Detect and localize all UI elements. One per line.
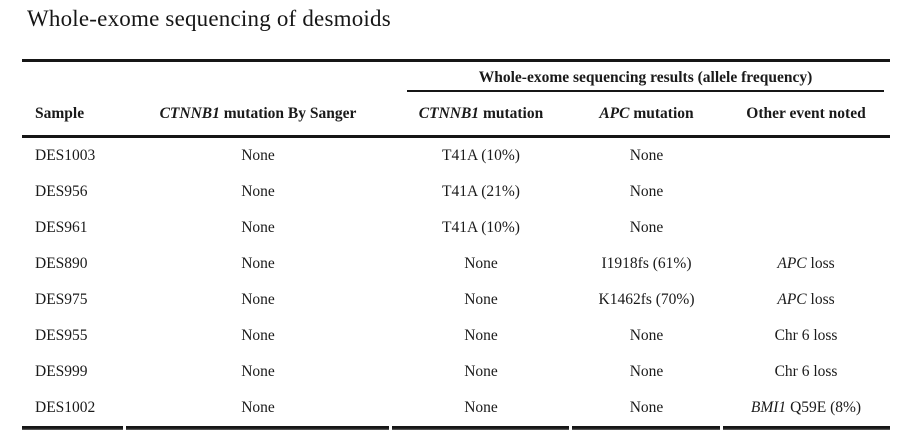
cell-sanger-mutation: None [241,399,275,416]
table-row: DES890 None None I1918fs (61%) APC loss [22,246,890,282]
cell-sample: DES975 [35,291,88,308]
col-header-apc: APC mutation [571,92,722,138]
cell-apc-mutation: None [629,363,664,380]
col-header-other-label: Other event noted [746,104,866,122]
cell-ctnnb1-mutation: None [464,255,498,272]
cell-other-event [722,210,890,246]
gene-name-italic: CTNNB1 [159,104,220,122]
cell-apc-mutation: None [629,399,664,416]
col-header-other: Other event noted [722,92,890,138]
gene-name-italic: APC [599,104,630,122]
cell-sample: DES890 [35,255,88,272]
span-header-empty-cell [22,61,125,93]
table-row: DES975 None None K1462fs (70%) APC loss [22,282,890,318]
cell-sanger-mutation: None [241,363,275,380]
cell-sanger-mutation: None [241,219,275,236]
table-row: DES1003 None T41A (10%) None [22,137,890,175]
col-header-apc-label: mutation [629,104,694,122]
cell-apc-mutation: None [629,219,664,236]
cell-apc-mutation: I1918fs (61%) [601,255,692,272]
table-row: DES956 None T41A (21%) None [22,174,890,210]
cell-apc-mutation: K1462fs (70%) [598,291,695,308]
cell-apc-mutation: None [629,327,664,344]
cell-ctnnb1-mutation: T41A (10%) [442,147,520,164]
bottom-rule-segment [22,426,123,430]
cell-ctnnb1-mutation: None [464,291,498,308]
sequencing-table-wrap: Whole-exome sequencing results (allele f… [22,59,890,426]
cell-sample: DES999 [35,363,88,380]
sequencing-results-table: Whole-exome sequencing results (allele f… [22,59,890,426]
bottom-rule-segment [392,426,569,430]
cell-apc-mutation: None [629,147,664,164]
cell-ctnnb1-mutation: T41A (10%) [442,219,520,236]
span-header-cell: Whole-exome sequencing results (allele f… [391,61,890,92]
table-row: DES999 None None None Chr 6 loss [22,354,890,390]
cell-other-event [722,174,890,210]
span-header-label: Whole-exome sequencing results (allele f… [407,69,884,92]
cell-sanger-mutation: None [241,147,275,164]
cell-apc-mutation: None [629,183,664,200]
gene-name-italic: APC [777,255,807,272]
cell-other-event: APC loss [722,282,890,318]
table-row: DES955 None None None Chr 6 loss [22,318,890,354]
cell-sample: DES1003 [35,147,96,164]
cell-sample: DES961 [35,219,88,236]
other-event-text: Chr 6 loss [774,327,838,344]
cell-ctnnb1-mutation: None [464,327,498,344]
cell-other-event: Chr 6 loss [722,318,890,354]
table-row: DES961 None T41A (10%) None [22,210,890,246]
table-bottom-rule [22,426,890,430]
cell-other-event: Chr 6 loss [722,354,890,390]
table-row: DES1002 None None None BMI1 Q59E (8%) [22,390,890,426]
gene-name-italic: BMI1 [750,399,787,416]
gene-name-italic: CTNNB1 [418,104,480,122]
cell-other-event: BMI1 Q59E (8%) [722,390,890,426]
cell-sanger-mutation: None [241,255,275,272]
col-header-sample: Sample [22,92,125,138]
other-event-text: loss [806,291,835,308]
other-event-text: Chr 6 loss [774,363,838,380]
gene-name-italic: APC [777,291,807,308]
cell-other-event [722,137,890,175]
page-title: Whole-exome sequencing of desmoids [27,6,391,31]
span-header-row: Whole-exome sequencing results (allele f… [22,61,890,93]
bottom-rule-segment [572,426,720,430]
col-header-ctnnb1-label: mutation [479,104,544,122]
other-event-text: Q59E (8%) [786,399,862,416]
cell-sample: DES955 [35,327,88,344]
other-event-text: loss [806,255,835,272]
col-header-sanger: CTNNB1 mutation By Sanger [125,92,391,138]
column-header-row: Sample CTNNB1 mutation By Sanger CTNNB1 … [22,92,890,138]
cell-sample: DES956 [35,183,88,200]
col-header-sanger-label: mutation By Sanger [219,104,357,122]
cell-other-event: APC loss [722,246,890,282]
cell-ctnnb1-mutation: T41A (21%) [442,183,520,200]
cell-ctnnb1-mutation: None [464,363,498,380]
span-header-empty-cell [125,61,391,93]
col-header-ctnnb1: CTNNB1 mutation [391,92,571,138]
cell-sample: DES1002 [35,399,96,416]
cell-sanger-mutation: None [241,327,275,344]
bottom-rule-segment [126,426,389,430]
bottom-rule-segment [723,426,890,430]
cell-sanger-mutation: None [241,291,275,308]
cell-sanger-mutation: None [241,183,275,200]
cell-ctnnb1-mutation: None [464,399,498,416]
col-header-sample-label: Sample [35,104,85,122]
